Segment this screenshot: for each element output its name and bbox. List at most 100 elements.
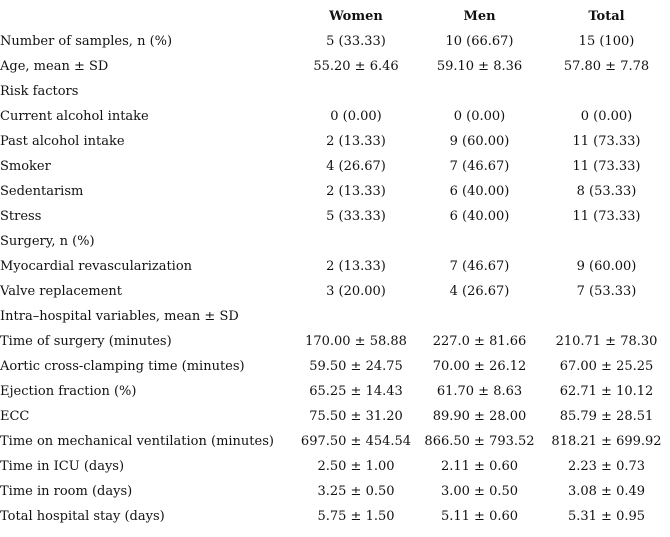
section-row: Intra–hospital variables, mean ± SD <box>0 304 670 329</box>
row-label: Risk factors <box>0 84 79 99</box>
table-body: Number of samples, n (%) 5 (33.33) 10 (6… <box>0 29 670 529</box>
cell-total: 210.71 ± 78.30 <box>555 334 658 349</box>
header-row: Women Men Total <box>0 4 670 29</box>
cell-men: 10 (66.67) <box>445 34 514 49</box>
cell-men: 59.10 ± 8.36 <box>436 59 523 74</box>
table-row: Myocardial revascularization 2 (13.33) 7… <box>0 254 670 279</box>
row-label: Current alcohol intake <box>0 109 149 124</box>
cell-total: 8 (53.33) <box>576 184 637 199</box>
cell-total: 7 (53.33) <box>576 284 637 299</box>
cell-total: 67.00 ± 25.25 <box>559 359 654 374</box>
row-label: Ejection fraction (%) <box>0 384 137 399</box>
row-label: ECC <box>0 409 30 424</box>
clinical-characteristics-table: Women Men Total Number of samples, n (%)… <box>0 4 670 529</box>
cell-women <box>296 79 416 104</box>
cell-men: 866.50 ± 793.52 <box>424 434 535 449</box>
table-row: Aortic cross-clamping time (minutes) 59.… <box>0 354 670 379</box>
table-row: ECC 75.50 ± 31.20 89.90 ± 28.00 85.79 ± … <box>0 404 670 429</box>
cell-total: 15 (100) <box>578 34 635 49</box>
cell-women: 2 (13.33) <box>326 134 386 149</box>
table-row: Time in room (days) 3.25 ± 0.50 3.00 ± 0… <box>0 479 670 504</box>
cell-women: 55.20 ± 6.46 <box>313 59 399 74</box>
cell-women <box>296 229 416 254</box>
cell-men: 6 (40.00) <box>449 184 510 199</box>
cell-women: 59.50 ± 24.75 <box>309 359 403 374</box>
cell-total: 11 (73.33) <box>572 209 641 224</box>
cell-women: 2 (13.33) <box>326 259 386 274</box>
cell-men <box>416 304 543 329</box>
cell-total: 2.23 ± 0.73 <box>567 459 646 474</box>
cell-men: 5.11 ± 0.60 <box>440 509 519 524</box>
section-row: Risk factors <box>0 79 670 104</box>
cell-men: 6 (40.00) <box>449 209 510 224</box>
cell-total: 3.08 ± 0.49 <box>567 484 646 499</box>
table-row: Past alcohol intake 2 (13.33) 9 (60.00) … <box>0 129 670 154</box>
cell-women: 3.25 ± 0.50 <box>317 484 395 499</box>
row-label: Total hospital stay (days) <box>0 509 165 524</box>
cell-men: 89.90 ± 28.00 <box>432 409 527 424</box>
row-label: Sedentarism <box>0 184 84 199</box>
cell-men: 7 (46.67) <box>449 159 510 174</box>
cell-men: 9 (60.00) <box>449 134 510 149</box>
cell-total: 0 (0.00) <box>580 109 633 124</box>
cell-men <box>416 229 543 254</box>
cell-total: 85.79 ± 28.51 <box>559 409 654 424</box>
cell-total: 9 (60.00) <box>576 259 637 274</box>
cell-total: 57.80 ± 7.78 <box>563 59 650 74</box>
table-row: Time on mechanical ventilation (minutes)… <box>0 429 670 454</box>
row-label: Past alcohol intake <box>0 134 125 149</box>
header-corner <box>0 4 296 29</box>
row-label: Age, mean ± SD <box>0 59 109 74</box>
table-row: Smoker 4 (26.67) 7 (46.67) 11 (73.33) <box>0 154 670 179</box>
row-label: Smoker <box>0 159 51 174</box>
table-row: Valve replacement 3 (20.00) 4 (26.67) 7 … <box>0 279 670 304</box>
row-label: Time in room (days) <box>0 484 133 499</box>
row-label: Myocardial revascularization <box>0 259 193 274</box>
row-label: Intra–hospital variables, mean ± SD <box>0 309 239 324</box>
cell-women: 697.50 ± 454.54 <box>300 434 412 449</box>
section-row: Surgery, n (%) <box>0 229 670 254</box>
row-label: Time on mechanical ventilation (minutes) <box>0 434 274 449</box>
row-label: Aortic cross-clamping time (minutes) <box>0 359 245 374</box>
table-row: Ejection fraction (%) 65.25 ± 14.43 61.7… <box>0 379 670 404</box>
cell-total: 11 (73.33) <box>572 134 641 149</box>
row-label: Valve replacement <box>0 284 123 299</box>
cell-women: 0 (0.00) <box>330 109 382 124</box>
cell-women: 170.00 ± 58.88 <box>305 334 407 349</box>
cell-men: 3.00 ± 0.50 <box>440 484 519 499</box>
cell-men: 0 (0.00) <box>453 109 506 124</box>
row-label: Stress <box>0 209 42 224</box>
cell-men: 70.00 ± 26.12 <box>432 359 527 374</box>
row-label: Time of surgery (minutes) <box>0 334 172 349</box>
cell-women: 2 (13.33) <box>326 184 386 199</box>
cell-men: 61.70 ± 8.63 <box>436 384 523 399</box>
header-women: Women <box>329 9 383 24</box>
table-row: Sedentarism 2 (13.33) 6 (40.00) 8 (53.33… <box>0 179 670 204</box>
cell-men: 7 (46.67) <box>449 259 510 274</box>
cell-total <box>543 79 670 104</box>
row-label: Surgery, n (%) <box>0 234 95 249</box>
cell-women: 2.50 ± 1.00 <box>317 459 395 474</box>
table-row: Time of surgery (minutes) 170.00 ± 58.88… <box>0 329 670 354</box>
table-row: Time in ICU (days) 2.50 ± 1.00 2.11 ± 0.… <box>0 454 670 479</box>
cell-total: 5.31 ± 0.95 <box>567 509 646 524</box>
cell-total: 11 (73.33) <box>572 159 641 174</box>
cell-men: 2.11 ± 0.60 <box>440 459 519 474</box>
row-label: Number of samples, n (%) <box>0 34 173 49</box>
cell-women: 65.25 ± 14.43 <box>309 384 403 399</box>
cell-women <box>296 304 416 329</box>
table-row: Total hospital stay (days) 5.75 ± 1.50 5… <box>0 504 670 529</box>
cell-women: 5 (33.33) <box>326 209 386 224</box>
cell-women: 75.50 ± 31.20 <box>309 409 403 424</box>
cell-women: 4 (26.67) <box>326 159 386 174</box>
table-row: Number of samples, n (%) 5 (33.33) 10 (6… <box>0 29 670 54</box>
cell-total: 818.21 ± 699.92 <box>551 434 662 449</box>
cell-women: 5.75 ± 1.50 <box>317 509 395 524</box>
row-label: Time in ICU (days) <box>0 459 125 474</box>
header-total: Total <box>588 9 625 24</box>
cell-total <box>543 229 670 254</box>
header-men: Men <box>463 9 496 24</box>
cell-women: 5 (33.33) <box>326 34 386 49</box>
cell-total <box>543 304 670 329</box>
table-row: Age, mean ± SD 55.20 ± 6.46 59.10 ± 8.36… <box>0 54 670 79</box>
